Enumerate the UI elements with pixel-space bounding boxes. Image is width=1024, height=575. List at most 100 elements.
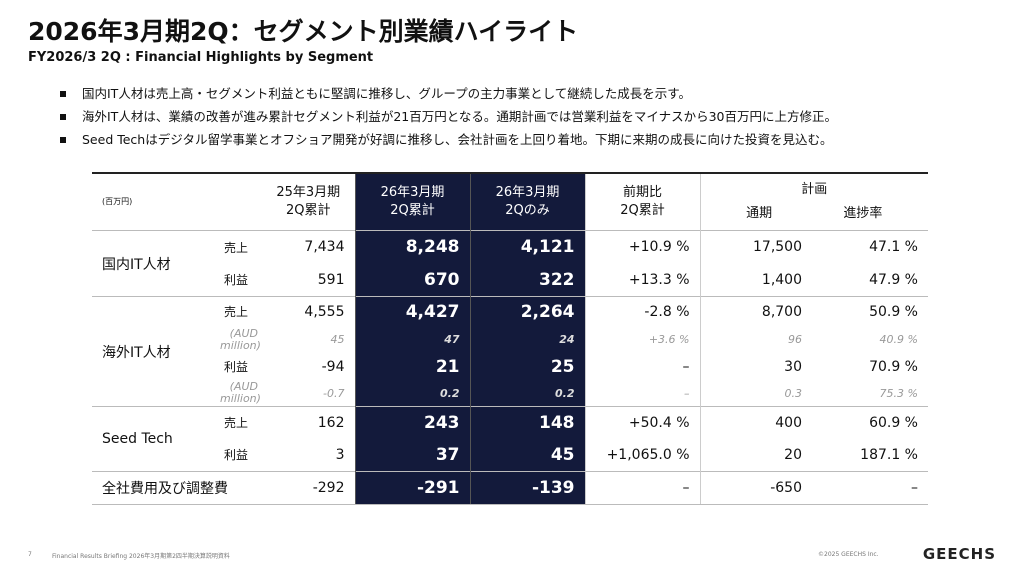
cell: -2.8 % bbox=[584, 296, 700, 327]
cell: -139 bbox=[469, 471, 585, 505]
table-row: 海外IT人材 売上 4,555 4,427 2,264 -2.8 % 8,700 50.9 % bbox=[92, 296, 928, 407]
cell: 7,434 bbox=[262, 230, 355, 264]
cell: -650 bbox=[699, 471, 812, 505]
cell: 21 bbox=[354, 352, 470, 381]
column-header: 前期比 2Q累計 bbox=[584, 172, 700, 231]
table-row: (AUD million) -0.7 0.2 0.2–0.3 75.3 % bbox=[92, 380, 928, 407]
cell: +50.4 % bbox=[584, 406, 700, 439]
cell: 30 bbox=[699, 352, 812, 381]
row-label: 売上 bbox=[210, 296, 262, 327]
row-label: 売上 bbox=[210, 406, 262, 439]
cell: +10.9 % bbox=[584, 230, 700, 264]
cell: 162 bbox=[262, 406, 355, 439]
segment-table: (百万円) 25年3月期 2Q累計 26年3月期 2Q累計 26年3月期 2Qのみ 前期比 2Q… bbox=[92, 172, 928, 505]
cell: 670 bbox=[354, 263, 470, 297]
bullet: 国内IT人材は売上高・セグメント利益ともに堅調に推移し、グループの主力事業として… bbox=[60, 82, 837, 105]
cell: 3 bbox=[335, 446, 345, 463]
header-line: 26年3月期 bbox=[495, 185, 560, 200]
cell: 8,248 bbox=[354, 230, 470, 264]
cell: 1,400 bbox=[699, 263, 812, 297]
plan-title: 計画 bbox=[801, 182, 828, 197]
cell: 47.1 % bbox=[812, 230, 928, 264]
header-line: 2Q累計 bbox=[620, 203, 665, 218]
header-line: 26年3月期 bbox=[380, 185, 445, 200]
cell: 17,500 bbox=[699, 230, 812, 264]
row-label: (AUD million) bbox=[220, 326, 261, 352]
cell: 24 bbox=[469, 326, 585, 353]
column-header: 25年3月期 2Q累計 bbox=[262, 172, 355, 231]
cell: -292 bbox=[262, 471, 355, 505]
cell: 0.2 bbox=[354, 380, 470, 407]
cell: 96 bbox=[699, 326, 812, 353]
table-row: 利益 591 670 322 +13.3 % 1,400 47.9 % bbox=[92, 263, 928, 297]
cell: 8,700 bbox=[699, 296, 812, 327]
copyright: ©2025 GEECHS Inc. bbox=[818, 551, 879, 558]
segment-name: 海外IT人材 bbox=[92, 296, 210, 407]
cell: 0.3 bbox=[699, 380, 812, 407]
cell: 400 bbox=[699, 406, 812, 439]
cell: 37 bbox=[354, 438, 470, 472]
header-line: 2Q累計 bbox=[390, 203, 435, 218]
plan-columns: 通期 進捗率 bbox=[711, 205, 919, 223]
cell: 4,121 bbox=[469, 230, 585, 264]
cell: 187.1 % bbox=[860, 446, 918, 463]
header-line: 2Qのみ bbox=[505, 203, 550, 218]
row-label: 利益 bbox=[223, 448, 248, 463]
header-line: 25年3月期 bbox=[276, 185, 341, 200]
row-label: 売上 bbox=[210, 230, 262, 264]
cell: +3.6 % bbox=[584, 326, 700, 353]
cell: 4,555 bbox=[262, 296, 355, 327]
segment-name: 国内IT人材 bbox=[92, 230, 210, 297]
cell: -291 bbox=[354, 471, 470, 505]
plan-column: 進捗率 bbox=[843, 206, 883, 221]
cell: 2,264 bbox=[469, 296, 585, 327]
cell: 243 bbox=[354, 406, 470, 439]
cell: 591 bbox=[317, 271, 345, 288]
cell: -94 bbox=[321, 358, 345, 375]
cell: 45 bbox=[469, 438, 585, 472]
cell: +1,065.0 % bbox=[584, 438, 700, 472]
bullets: 国内IT人材は売上高・セグメント利益ともに堅調に推移し、グループの主力事業として… bbox=[60, 82, 837, 151]
table-row: (AUD million) 45 47 24 +3.6 % 96 40.9 % bbox=[92, 326, 928, 353]
total-row: 全社費用及び調整費 -292 -291 -139– -650– bbox=[92, 471, 928, 505]
cell: 47 bbox=[354, 326, 470, 353]
table-row: 利益 -94 21 25–30 70.9 % bbox=[92, 352, 928, 381]
cell: 20 bbox=[699, 438, 812, 472]
column-header: 26年3月期 2Qのみ bbox=[469, 172, 585, 231]
doc-name: Financial Results Briefing 2026年3月期第2四半期… bbox=[52, 553, 230, 560]
subtitle: FY2026/3 2Q : Financial Highlights by Se… bbox=[28, 50, 374, 65]
cell: 45 bbox=[330, 333, 345, 346]
cell: +13.3 % bbox=[584, 263, 700, 297]
cell: 50.9 % bbox=[812, 296, 928, 327]
column-header: 26年3月期 2Q累計 bbox=[354, 172, 470, 231]
table-row: Seed Tech 売上 162 243 148 +50.4 % 400 60.9 % bbox=[92, 406, 928, 472]
header-row: (百万円) 25年3月期 2Q累計 26年3月期 2Q累計 26年3月期 2Qのみ 前期比 2Q… bbox=[92, 172, 928, 231]
cell: 4,427 bbox=[354, 296, 470, 327]
cell: – bbox=[584, 352, 700, 381]
logo: GEECHS bbox=[922, 545, 996, 563]
row-label: 利益 bbox=[223, 360, 248, 374]
cell: – bbox=[584, 471, 700, 505]
bullet: Seed Techはデジタル留学事業とオフショア開発が好調に推移し、会社計画を上… bbox=[60, 128, 837, 151]
cell: – bbox=[584, 380, 700, 407]
cell: 75.3 % bbox=[879, 386, 918, 400]
cell: – bbox=[812, 471, 928, 505]
cell: 40.9 % bbox=[879, 333, 918, 346]
cell: 70.9 % bbox=[869, 358, 918, 375]
cell: 47.9 % bbox=[869, 271, 918, 288]
plan-column: 通期 bbox=[746, 206, 773, 221]
cell: 322 bbox=[469, 263, 585, 297]
title: 2026年3月期2Q：セグメント別業績ハイライト bbox=[28, 17, 579, 46]
header-line: 前期比 bbox=[622, 185, 662, 200]
table-row: 国内IT人材 売上 7,434 8,248 4,121 +10.9 % 17,500 47.1… bbox=[92, 230, 928, 297]
cell: 60.9 % bbox=[812, 406, 928, 439]
segment-name: Seed Tech bbox=[92, 406, 210, 472]
cell: 148 bbox=[469, 406, 585, 439]
cell: 25 bbox=[469, 352, 585, 381]
unit: (百万円) bbox=[92, 172, 262, 231]
cell: 0.2 bbox=[469, 380, 585, 407]
row-label: 利益 bbox=[223, 273, 248, 288]
plan-header: 計画通期 進捗率 bbox=[699, 172, 928, 231]
table-row: 利益 3 37 45 +1,065.0 % 20 187.1 % bbox=[92, 438, 928, 472]
